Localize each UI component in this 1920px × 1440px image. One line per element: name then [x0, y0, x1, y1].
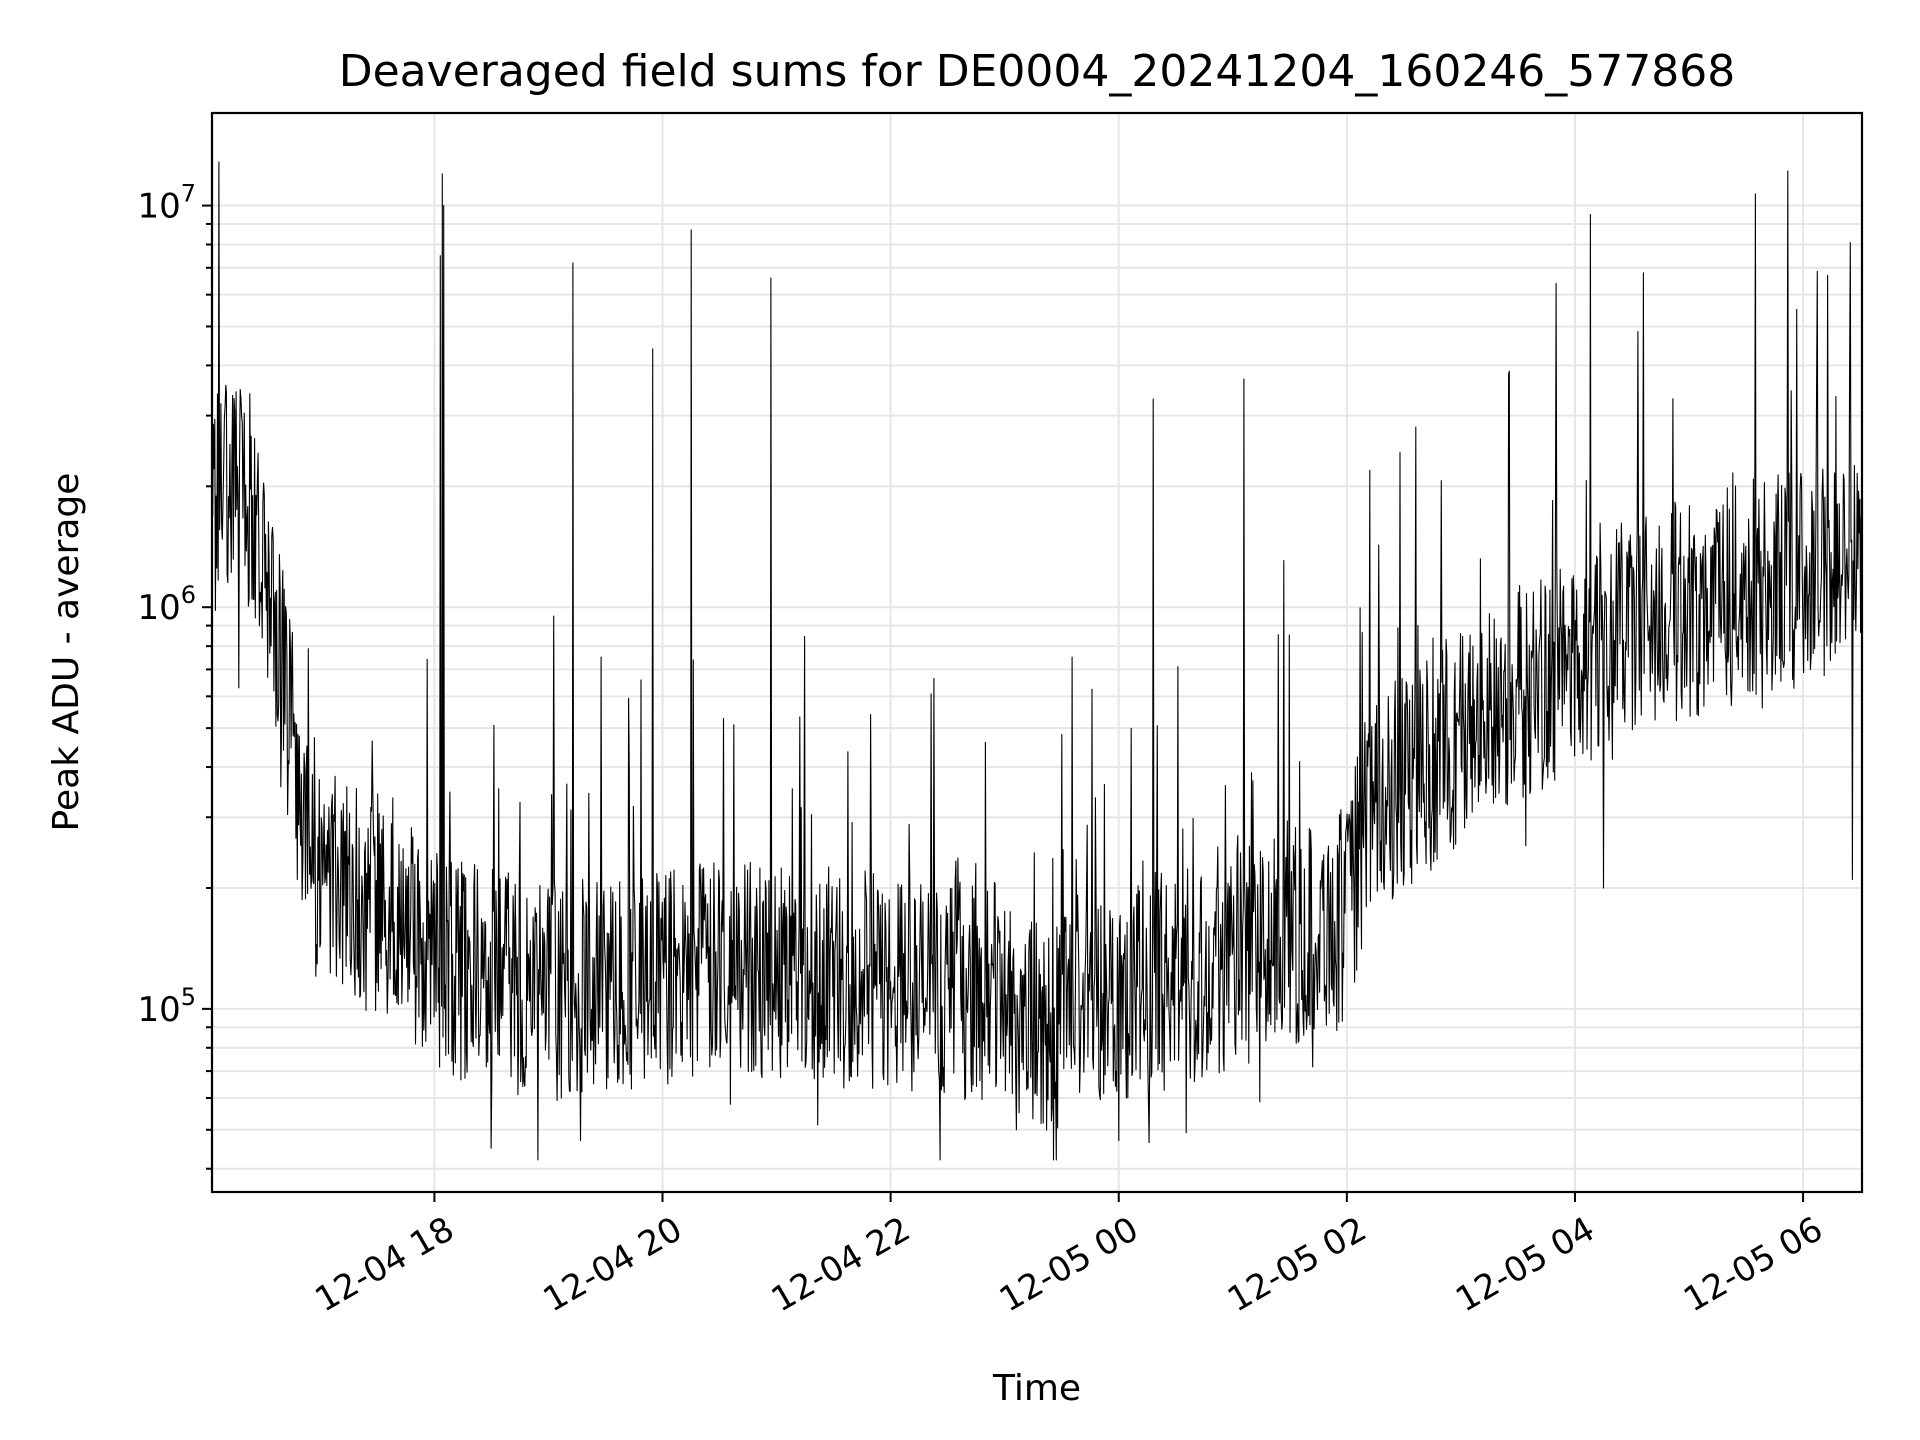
series-line-group [211, 161, 1863, 1161]
x-tick-label: 12-05 02 [1221, 1209, 1373, 1320]
x-tick-label: 12-05 04 [1449, 1209, 1601, 1320]
y-axis: 105 106 107 [137, 180, 212, 1170]
x-tick-label: 12-05 06 [1677, 1209, 1829, 1320]
x-tick-label: 12-05 00 [993, 1209, 1145, 1320]
chart-title: Deaveraged field sums for DE0004_2024120… [339, 46, 1736, 97]
series-line [211, 161, 1863, 1161]
x-tick-label: 12-04 20 [537, 1209, 689, 1320]
x-axis-label: Time [992, 1368, 1081, 1409]
x-tick-label: 12-04 22 [765, 1209, 917, 1320]
x-axis: 12-04 18 12-04 20 12-04 22 12-05 00 12-05 02… [309, 1192, 1830, 1320]
x-tick-label: 12-04 18 [309, 1209, 461, 1320]
y-tick-label: 107 [137, 180, 196, 227]
y-tick-label: 106 [137, 581, 196, 628]
y-tick-label: 105 [137, 983, 196, 1030]
y-axis-label: Peak ADU - average [46, 473, 87, 832]
plot-frame [210, 111, 1864, 1194]
